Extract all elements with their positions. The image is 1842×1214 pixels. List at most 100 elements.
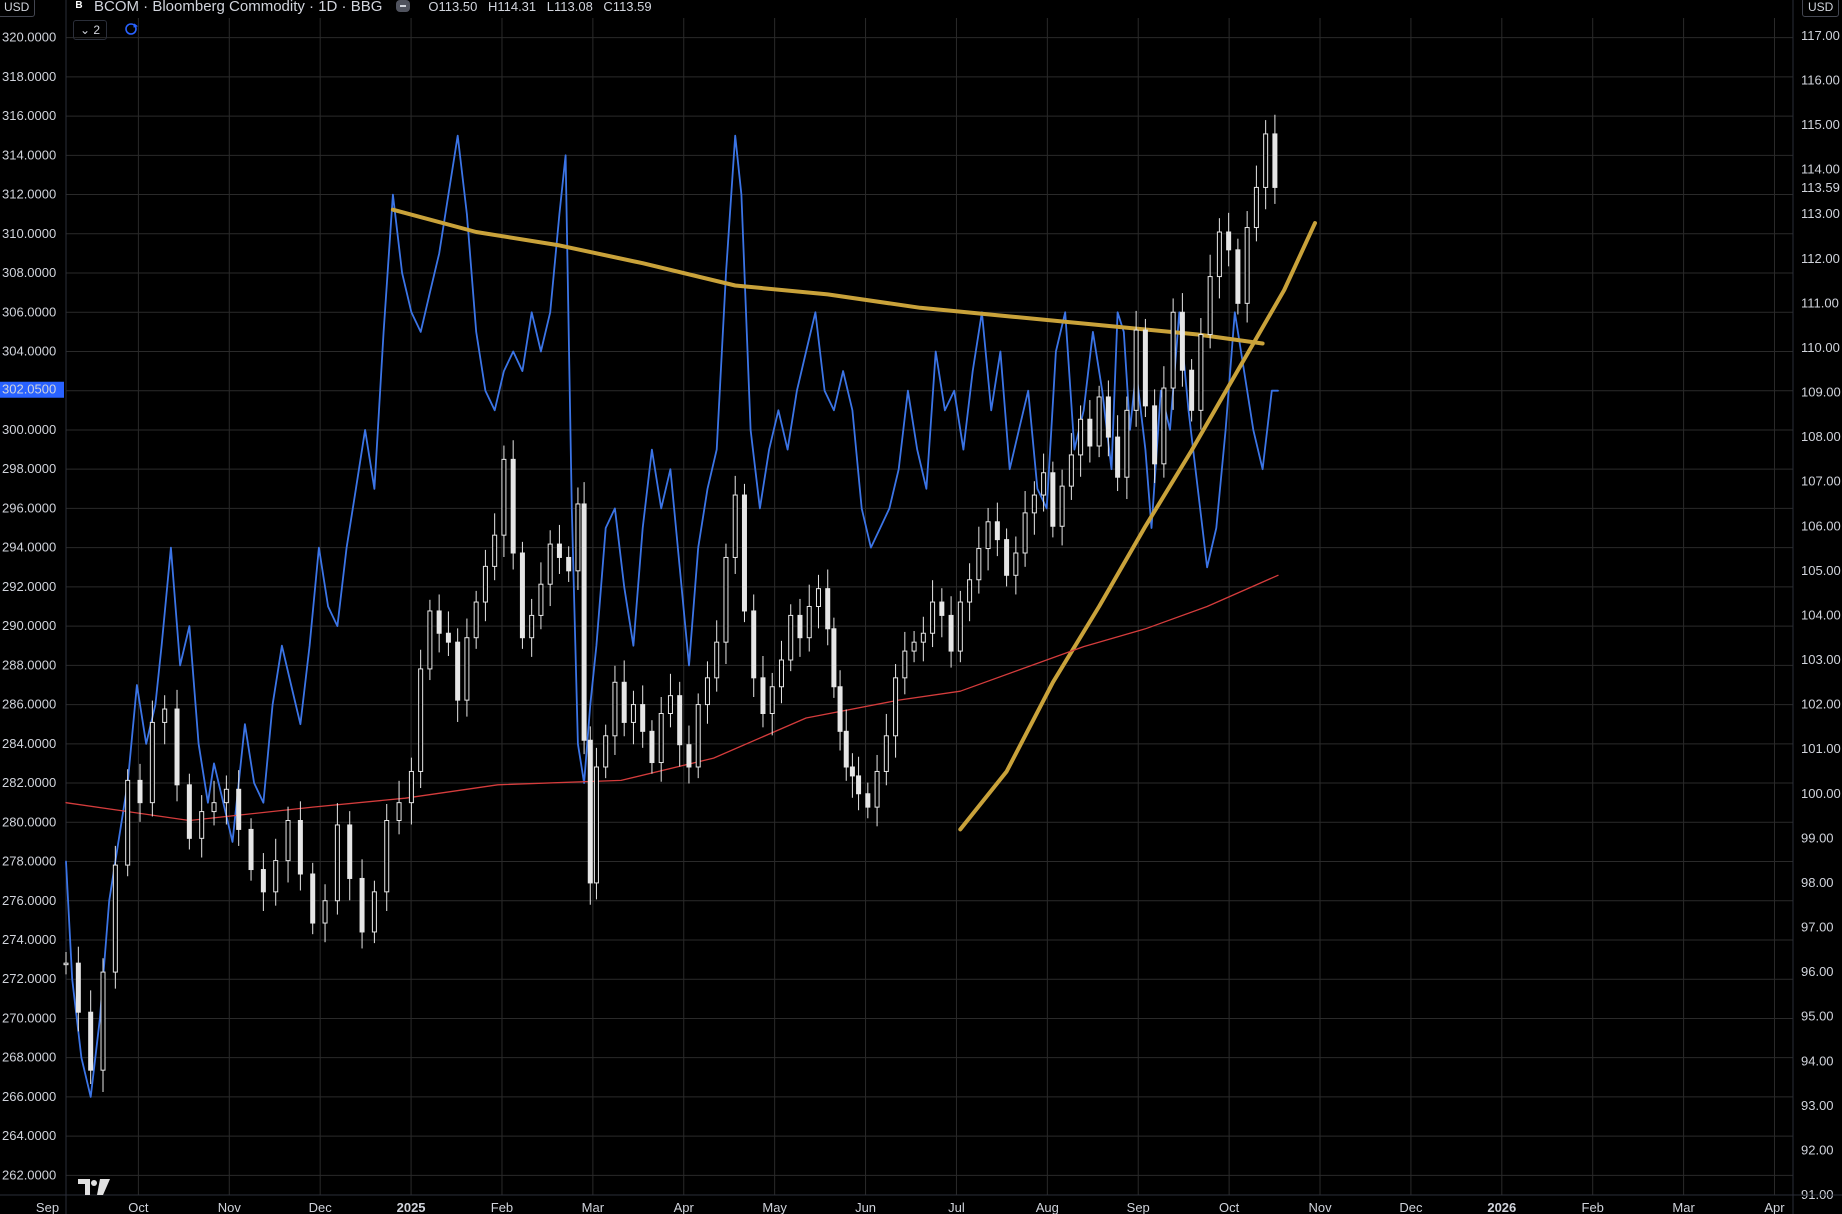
candle-body [1068,454,1074,487]
candle-body [1189,369,1195,411]
right-price-axis[interactable]: 117.00 116.00 115.00 114.00 113.00 112.00 111.… [1792,0,1841,1214]
left-tick-label: 266.0000 [2,1089,56,1104]
candle-body [825,588,831,630]
candle-body [510,458,516,554]
left-tick-label: 318.0000 [2,69,56,84]
candle-body [1013,552,1019,576]
right-currency-selector[interactable]: USD [1802,0,1840,17]
candle-body [1235,249,1241,304]
time-tick-label: Dec [309,1200,333,1214]
collapse-pill-icon[interactable] [396,0,411,12]
candle-body [427,610,433,670]
candle-body [137,779,143,804]
right-tick-label: 102.00 [1801,697,1841,712]
candle-body [473,601,479,639]
candle-body [1253,186,1259,229]
candle-body [1226,231,1232,251]
symbol-header: B BCOM · Bloomberg Commodity · 1D · BBG … [72,0,659,16]
plot-background [66,18,1793,1195]
candle-body [778,659,784,688]
left-last-value: 302.0500 [2,382,56,397]
right-tick-label: 104.00 [1801,607,1841,622]
right-tick-label: 105.00 [1801,563,1841,578]
candle-body [162,708,168,723]
candle-body [1105,396,1111,438]
candle-body [649,730,655,764]
right-tick-label: 116.00 [1801,72,1840,87]
candle-body [939,601,945,616]
candle-body [1263,133,1269,188]
right-tick-label: 103.00 [1801,652,1841,667]
candle-body [260,869,266,893]
candle-body [843,730,849,768]
candle-body [1152,405,1158,465]
right-last-value: 113.59 [1801,180,1840,195]
time-tick-label: Apr [674,1200,695,1214]
left-currency-selector[interactable]: USD [0,0,36,17]
right-tick-label: 98.00 [1801,875,1834,890]
candle-body [920,632,926,643]
candle-body [1198,334,1204,411]
candle-body [760,677,766,714]
candle-body [75,962,81,1013]
indicators-toggle[interactable]: ⌄ 2 [73,20,107,40]
left-tick-label: 306.0000 [2,304,56,319]
right-tick-label: 114.00 [1801,162,1840,177]
time-tick-label: Mar [582,1200,605,1214]
left-tick-label: 310.0000 [2,226,56,241]
candle-body [575,503,581,572]
left-tick-label: 314.0000 [2,147,56,162]
candle-body [174,708,180,786]
candle-body [436,610,442,634]
left-tick-label: 284.0000 [2,736,56,751]
candle-body [856,775,862,795]
left-tick-label: 308.0000 [2,265,56,280]
candle-body [1216,231,1222,278]
candle-body [1022,512,1028,554]
candle-body [837,686,843,732]
candle-body [334,824,340,902]
time-tick-label: Sep [1127,1200,1150,1214]
right-tick-label: 107.00 [1801,474,1841,489]
candle-body [751,610,757,679]
plot-area[interactable] [63,114,1317,1098]
left-price-axis[interactable]: 320.0000 318.0000 316.0000 314.0000 312.0000… [0,0,67,1214]
candle-body [874,770,880,808]
time-tick-label: Oct [128,1200,149,1214]
candle-body [723,556,729,643]
candle-body [769,686,775,714]
left-tick-label: 312.0000 [2,187,56,202]
candle-body [347,824,353,879]
candle-body [603,735,609,768]
candle-body [911,641,917,652]
candle-body [285,820,291,862]
left-tick-label: 316.0000 [2,108,56,123]
candle-body [1133,329,1139,411]
candle-body [957,601,963,652]
candle-body [849,766,855,777]
right-tick-label: 110.00 [1801,340,1840,355]
time-tick-label: Sep [36,1200,59,1214]
symbol-title[interactable]: BCOM · Bloomberg Commodity · 1D · BBG [94,0,383,15]
left-tick-label: 270.0000 [2,1010,56,1025]
candle-body [994,521,1000,541]
time-tick-label: Oct [1219,1200,1240,1214]
candle-body [384,820,390,893]
time-axis[interactable]: Sep Oct Nov Dec 2025 Feb Mar Apr May Jun Jul Aug Sep… [0,1194,1842,1214]
candle-body [732,494,738,558]
left-tick-label: 264.0000 [2,1128,56,1143]
candle-body [704,677,710,706]
candle-body [806,606,812,639]
left-tick-label: 268.0000 [2,1050,56,1065]
left-tick-label: 304.0000 [2,343,56,358]
candle-body [686,744,692,768]
candle-body [211,802,217,813]
candle-body [865,793,871,808]
left-tick-label: 320.0000 [2,30,56,45]
candle-body [967,579,973,603]
sync-icon[interactable] [124,22,138,36]
time-tick-label: Feb [491,1200,513,1214]
candle-body [248,828,254,871]
right-tick-label: 106.00 [1801,518,1841,533]
